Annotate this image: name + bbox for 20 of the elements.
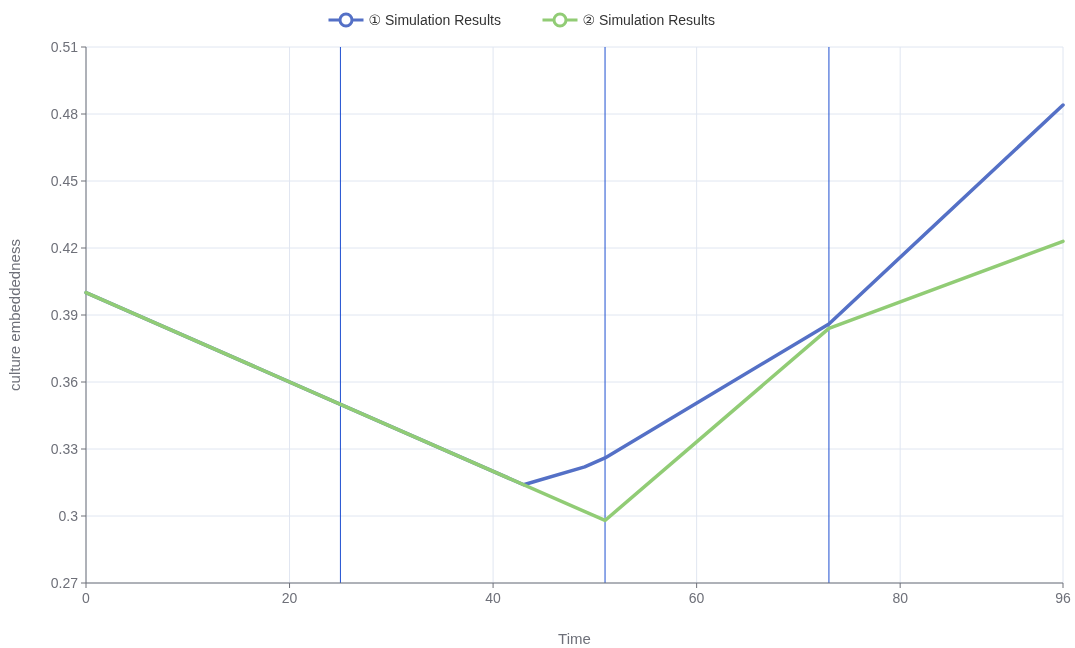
x-tick-label: 96	[1055, 590, 1071, 606]
y-tick-label: 0.3	[58, 508, 79, 524]
y-tick-label: 0.27	[50, 575, 79, 591]
line-series	[84, 239, 1065, 523]
x-tick-label: 20	[281, 590, 298, 606]
y-axis-title: culture embeddedness	[6, 239, 23, 391]
legend-label: ② Simulation Results	[582, 12, 715, 28]
x-tick-label: 40	[485, 590, 502, 606]
x-axis-title: Time	[558, 630, 591, 647]
y-tick-label: 0.48	[50, 106, 79, 122]
legend-label: ① Simulation Results	[368, 12, 501, 28]
x-tick-label: 0	[82, 590, 91, 606]
x-tick-label: 80	[892, 590, 909, 606]
y-tick-label: 0.36	[50, 374, 79, 390]
y-tick-label: 0.33	[50, 441, 79, 457]
y-tick-label: 0.51	[50, 39, 79, 55]
x-tick-label: 60	[688, 590, 705, 606]
y-tick-label: 0.39	[50, 307, 79, 323]
y-tick-label: 0.45	[50, 173, 79, 189]
y-tick-label: 0.42	[50, 240, 79, 256]
